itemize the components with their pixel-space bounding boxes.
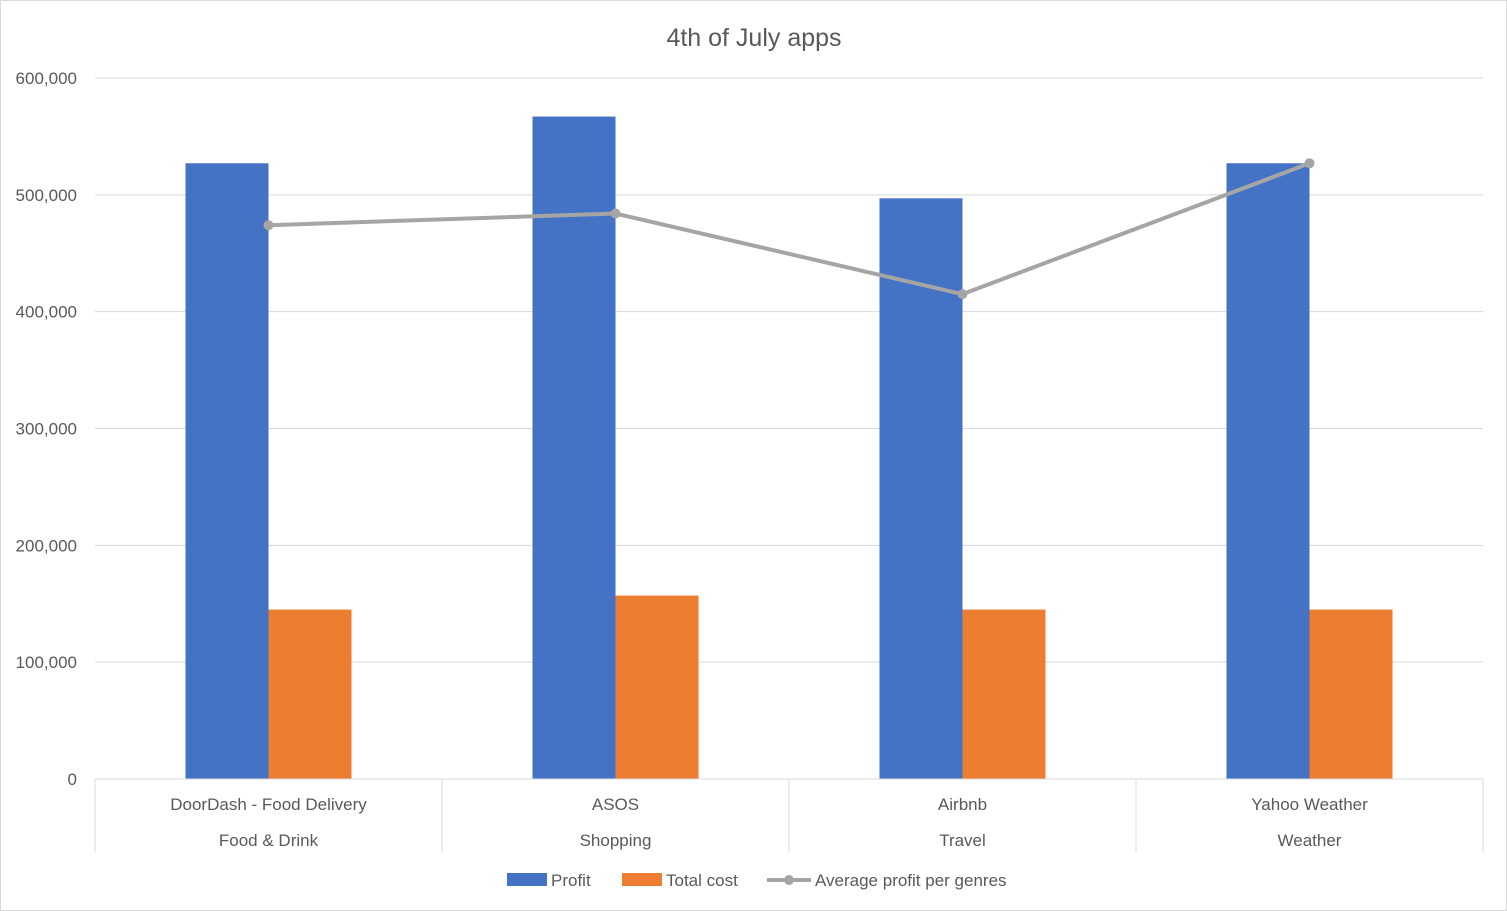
total-cost-bar — [615, 595, 699, 779]
legend-swatch-average-point — [784, 875, 794, 885]
legend: Profit Total cost Average profit per genre… — [507, 871, 1007, 890]
y-tick-label: 400,000 — [16, 303, 77, 322]
total-cost-bar — [1309, 609, 1393, 779]
profit-bar — [879, 198, 963, 780]
y-axis-ticks: 0 100,000 200,000 300,000 400,000 500,000 600,… — [16, 69, 77, 789]
legend-label: Profit — [551, 871, 591, 890]
x-group-label: Travel — [939, 831, 986, 850]
legend-swatch-profit — [507, 873, 547, 886]
x-axis: DoorDash - Food Delivery Food & Drink ASOS… — [94, 778, 1484, 852]
y-tick-label: 600,000 — [16, 69, 77, 88]
average-profit-point — [1304, 158, 1315, 169]
legend-label: Total cost — [666, 871, 738, 890]
profit-bar — [185, 163, 269, 779]
x-category-label: Yahoo Weather — [1251, 795, 1368, 814]
x-group-label: Shopping — [580, 831, 652, 850]
legend-label: Average profit per genres — [815, 871, 1007, 890]
legend-swatch-total-cost — [622, 873, 662, 886]
y-tick-label: 0 — [68, 770, 77, 789]
average-line — [263, 158, 1315, 300]
profit-bar — [1226, 163, 1310, 779]
x-category-label: DoorDash - Food Delivery — [170, 795, 367, 814]
bars — [185, 116, 1393, 780]
y-tick-label: 100,000 — [16, 653, 77, 672]
y-tick-label: 200,000 — [16, 536, 77, 555]
average-profit-point — [610, 208, 621, 219]
x-group-label: Weather — [1278, 831, 1342, 850]
x-category-label: Airbnb — [938, 795, 987, 814]
x-group-label: Food & Drink — [219, 831, 319, 850]
chart-title: 4th of July apps — [666, 24, 841, 52]
total-cost-bar — [962, 609, 1046, 779]
x-category-label: ASOS — [592, 795, 639, 814]
y-tick-label: 300,000 — [16, 420, 77, 439]
y-tick-label: 500,000 — [16, 186, 77, 205]
total-cost-bar — [268, 609, 352, 779]
profit-bar — [532, 116, 616, 780]
average-profit-point — [263, 220, 274, 231]
average-profit-point — [957, 289, 968, 300]
average-profit-line — [268, 161, 1311, 297]
